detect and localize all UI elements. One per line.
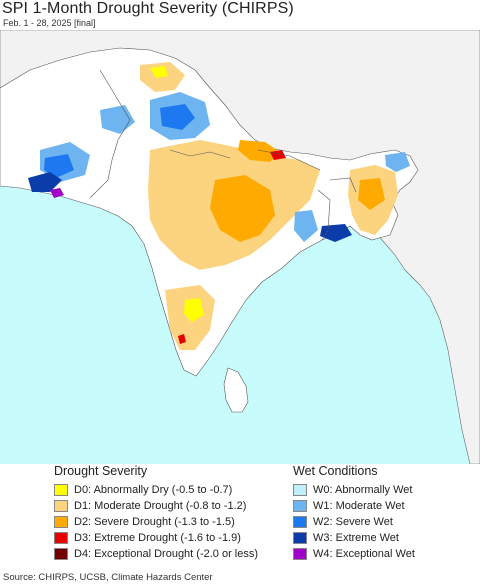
legend: Drought Severity D0: Abnormally Dry (-0.… bbox=[0, 464, 480, 568]
legend-label-w2: W2: Severe Wet bbox=[313, 516, 393, 528]
map-title: SPI 1-Month Drought Severity (CHIRPS) bbox=[2, 0, 294, 17]
swatch-d1 bbox=[54, 500, 68, 512]
wet-legend: Wet Conditions W0: Abnormally Wet W1: Mo… bbox=[293, 464, 415, 562]
map-subtitle: Feb. 1 - 28, 2025 [final] bbox=[3, 18, 96, 28]
legend-label-d3: D3: Extreme Drought (-1.6 to -1.9) bbox=[74, 532, 241, 544]
drought-map bbox=[0, 30, 480, 464]
legend-item-d1: D1: Moderate Drought (-0.8 to -1.2) bbox=[54, 498, 258, 514]
drought-legend: Drought Severity D0: Abnormally Dry (-0.… bbox=[54, 464, 258, 562]
drought-d3-patches bbox=[178, 150, 286, 344]
legend-label-w4: W4: Exceptional Wet bbox=[313, 548, 415, 560]
legend-label-d1: D1: Moderate Drought (-0.8 to -1.2) bbox=[74, 500, 247, 512]
swatch-w0 bbox=[293, 484, 307, 496]
legend-label-d0: D0: Abnormally Dry (-0.5 to -0.7) bbox=[74, 484, 233, 496]
swatch-d3 bbox=[54, 532, 68, 544]
wet-legend-heading: Wet Conditions bbox=[293, 464, 378, 478]
legend-item-w1: W1: Moderate Wet bbox=[293, 498, 415, 514]
swatch-d4 bbox=[54, 548, 68, 560]
legend-label-d4: D4: Exceptional Drought (-2.0 or less) bbox=[74, 548, 259, 560]
legend-item-w4: W4: Exceptional Wet bbox=[293, 546, 415, 562]
legend-label-w0: W0: Abnormally Wet bbox=[313, 484, 413, 496]
swatch-w4 bbox=[293, 548, 307, 560]
swatch-d0 bbox=[54, 484, 68, 496]
legend-item-w2: W2: Severe Wet bbox=[293, 514, 415, 530]
legend-item-d2: D2: Severe Drought (-1.3 to -1.5) bbox=[54, 514, 258, 530]
drought-d0-patches bbox=[150, 66, 204, 322]
drought-d2-patches bbox=[210, 140, 385, 242]
sri-lanka bbox=[223, 367, 249, 413]
legend-item-w3: W3: Extreme Wet bbox=[293, 530, 415, 546]
legend-item-w0: W0: Abnormally Wet bbox=[293, 482, 415, 498]
legend-label-w1: W1: Moderate Wet bbox=[313, 500, 405, 512]
wet-w2-patches bbox=[44, 104, 195, 178]
swatch-d2 bbox=[54, 516, 68, 528]
wet-w4-patches bbox=[50, 188, 64, 198]
swatch-w3 bbox=[293, 532, 307, 544]
legend-item-d4: D4: Exceptional Drought (-2.0 or less) bbox=[54, 546, 258, 562]
legend-label-w3: W3: Extreme Wet bbox=[313, 532, 399, 544]
swatch-w1 bbox=[293, 500, 307, 512]
country-borders bbox=[89, 69, 357, 241]
legend-item-d3: D3: Extreme Drought (-1.6 to -1.9) bbox=[54, 530, 258, 546]
swatch-w2 bbox=[293, 516, 307, 528]
legend-item-d0: D0: Abnormally Dry (-0.5 to -0.7) bbox=[54, 482, 258, 498]
source-credit: Source: CHIRPS, UCSB, Climate Hazards Ce… bbox=[3, 572, 213, 583]
legend-label-d2: D2: Severe Drought (-1.3 to -1.5) bbox=[74, 516, 235, 528]
drought-legend-heading: Drought Severity bbox=[54, 464, 148, 478]
